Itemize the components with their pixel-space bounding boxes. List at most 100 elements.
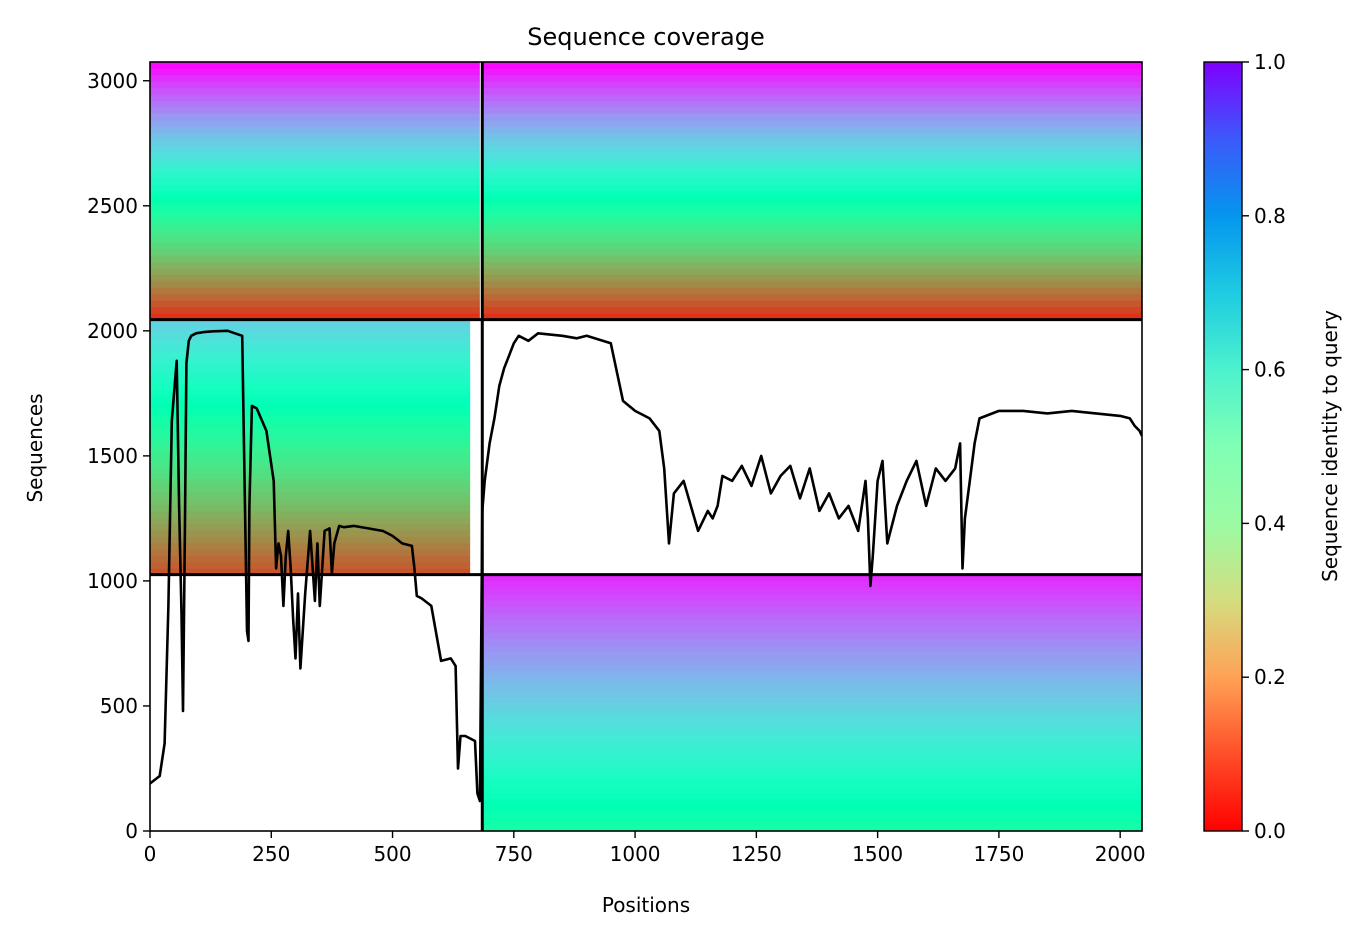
heatmap-cell [482,587,1142,595]
heatmap-cell [150,459,471,467]
heatmap-cell [150,447,471,454]
heatmap-cell [482,190,1142,198]
heatmap-cell [150,255,480,263]
heatmap-cell [482,139,1142,147]
heatmap-cell [482,792,1142,800]
heatmap-cell [482,306,1142,314]
heatmap-cell [150,427,471,435]
heatmap-cell [482,805,1142,813]
heatmap-cell [150,274,480,282]
heatmap-cell [150,345,471,352]
heatmap-cell [482,600,1142,608]
heatmap-cell [150,453,471,461]
heatmap-cell [150,94,480,102]
heatmap-cell [150,100,480,108]
colorbar-label: Sequence identity to query [1318,310,1342,582]
plot-area [149,61,1143,832]
heatmap-cell [482,62,1142,69]
heatmap-cell [482,113,1142,121]
x-tick-label: 1500 [852,842,903,866]
heatmap-cell [482,632,1142,640]
heatmap-cell [482,613,1142,620]
heatmap-cell [150,485,471,493]
y-tick-label: 1500 [87,444,138,468]
heatmap-cell [482,779,1142,787]
heatmap-cell [482,261,1142,269]
heatmap-cell [482,696,1142,704]
heatmap-cell [482,683,1142,691]
heatmap-cell [150,561,471,569]
heatmap-cell [482,645,1142,652]
heatmap-cell [150,491,471,499]
heatmap-cell [150,472,471,480]
heatmap-cell [482,625,1142,633]
heatmap-cell [150,81,480,89]
heatmap-cell [482,670,1142,678]
heatmap-cell [150,383,471,391]
heatmap-cell [482,68,1142,76]
heatmap-cell [482,651,1142,659]
heatmap-cell [482,229,1142,237]
heatmap-cell [150,376,471,384]
heatmap-cell [150,396,471,403]
heatmap-cell [482,581,1142,588]
heatmap-cell [150,242,480,250]
heatmap-cell [482,677,1142,685]
x-tick-label: 250 [252,842,290,866]
heatmap-cell [150,338,471,346]
plot-content [150,62,1142,831]
y-tick-label: 500 [100,694,138,718]
heatmap-cell [150,210,480,217]
heatmap-cell [150,268,480,275]
colorbar-tick-label: 1.0 [1254,50,1286,74]
x-tick-label: 0 [144,842,157,866]
heatmap-cell [482,242,1142,250]
heatmap-cell [482,87,1142,95]
heatmap-cell [482,81,1142,89]
colorbar-gradient [1203,61,1243,832]
heatmap-cell [150,370,471,378]
heatmap-cell [482,293,1142,301]
heatmap-cell [482,235,1142,243]
heatmap-cell [150,517,471,525]
heatmap-cell [150,235,480,243]
heatmap-cell [150,319,471,327]
heatmap-cell [482,760,1142,768]
colorbar-tick-label: 0.0 [1254,819,1286,843]
heatmap-cell [482,690,1142,697]
heatmap-cell [482,619,1142,627]
heatmap-cell [150,87,480,95]
heatmap-cell [482,593,1142,601]
heatmap-cell [150,113,480,121]
heatmap-cell [482,798,1142,806]
heatmap-block [150,319,471,576]
heatmap-cell [150,408,471,416]
heatmap-cell [482,664,1142,672]
heatmap-cell [482,177,1142,185]
heatmap-cell [150,293,480,301]
heatmap-cell [150,300,480,308]
heatmap-cell [482,702,1142,710]
heatmap-cell [482,165,1142,172]
heatmap-cell [482,574,1142,582]
colorbar-tick-label: 0.6 [1254,358,1286,382]
heatmap-cell [150,421,471,429]
heatmap-cell [150,171,480,179]
heatmap-cell [482,145,1142,153]
heatmap-block [482,62,1142,320]
heatmap-cell [150,68,480,76]
heatmap-cell [482,747,1142,755]
heatmap-cell [150,119,480,127]
heatmap-cell [482,152,1142,159]
heatmap-cell [150,132,480,140]
heatmap-cell [150,351,471,359]
heatmap-cell [150,313,480,320]
y-axis: 0 500 1000 1500 2000 2500 3000 [87,69,150,843]
heatmap-cell [482,255,1142,263]
y-tick-label: 2500 [87,194,138,218]
heatmap-cell [482,107,1142,114]
heatmap-cell [482,248,1142,256]
heatmap-cell [482,184,1142,192]
colorbar-tick-label: 0.8 [1254,204,1286,228]
